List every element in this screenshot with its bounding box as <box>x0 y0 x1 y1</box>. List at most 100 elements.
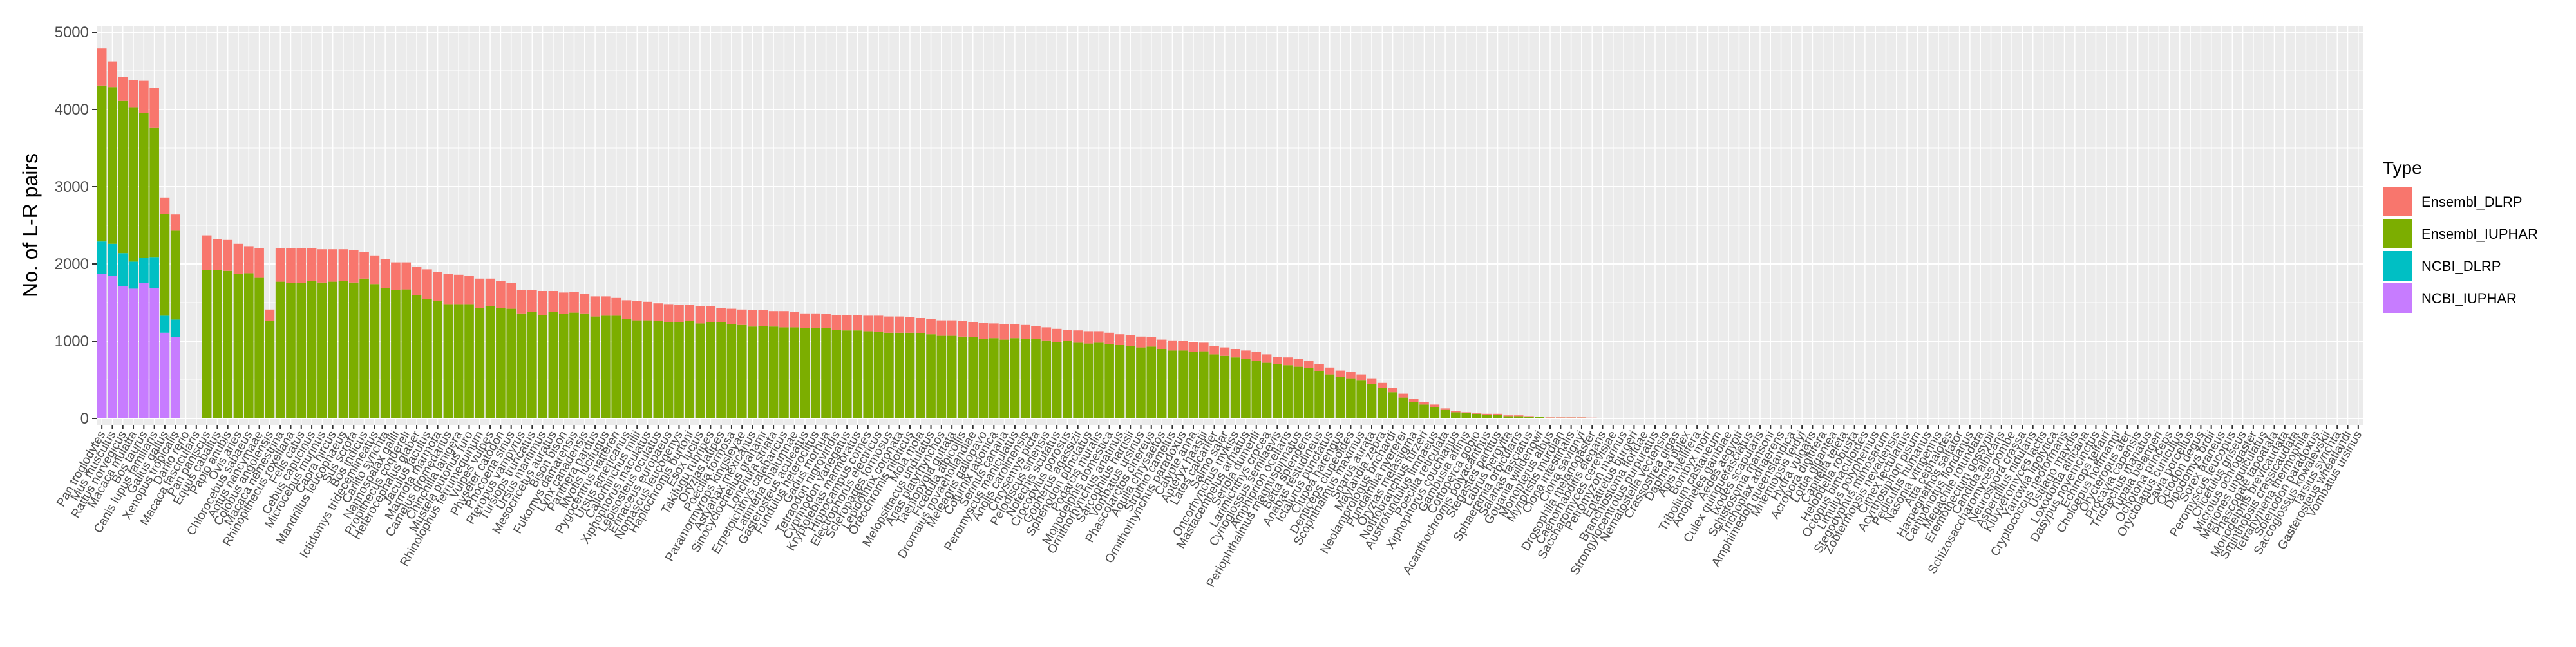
bar-segment-ensembl-dlrp <box>1010 324 1020 339</box>
bar-segment-ensembl-dlrp <box>108 61 117 88</box>
bar-segment-ensembl-iuphar <box>380 288 390 418</box>
bar-segment-ensembl-dlrp <box>380 259 390 288</box>
bar-segment-ensembl-iuphar <box>1293 366 1303 418</box>
bar-segment-ensembl-iuphar <box>1220 355 1230 418</box>
bar-segment-ensembl-dlrp <box>139 80 149 113</box>
bar-segment-ensembl-dlrp <box>1283 357 1293 366</box>
bar-segment-ensembl-iuphar <box>213 270 222 418</box>
bar-segment-ensembl-iuphar <box>1178 350 1188 418</box>
bar-segment-ensembl-dlrp <box>873 315 884 332</box>
bar-segment-ensembl-iuphar <box>370 284 380 418</box>
bar-segment-ensembl-dlrp <box>265 309 275 321</box>
bar-segment-ensembl-dlrp <box>1073 330 1083 343</box>
bar-segment-ensembl-dlrp <box>1178 341 1188 351</box>
bar-segment-ensembl-iuphar <box>149 127 159 258</box>
bar-segment-ensembl-dlrp <box>947 320 957 336</box>
y-tick-label: 0 <box>80 410 89 427</box>
y-tick-label: 1000 <box>55 333 89 350</box>
bar-segment-ensembl-dlrp <box>1503 415 1513 417</box>
bar-segment-ensembl-iuphar <box>821 328 831 418</box>
bar-segment-ensembl-iuphar <box>1273 364 1282 418</box>
bar-segment-ensembl-iuphar <box>643 320 652 418</box>
bar-segment-ensembl-dlrp <box>989 323 999 339</box>
bar-segment-ensembl-dlrp <box>1041 327 1052 341</box>
legend-label: NCBI_IUPHAR <box>2421 290 2517 306</box>
bar-segment-ensembl-iuphar <box>1419 404 1429 418</box>
bar-segment-ensembl-iuphar <box>1052 342 1062 418</box>
bar-segment-ensembl-iuphar <box>1408 402 1419 418</box>
bar-segment-ensembl-dlrp <box>978 323 989 339</box>
bar-segment-ensembl-iuphar <box>1010 338 1020 418</box>
bar-segment-ensembl-dlrp <box>160 197 170 214</box>
bar-segment-ensembl-iuphar <box>1168 350 1177 418</box>
bar-segment-ensembl-iuphar <box>317 282 327 418</box>
bar-segment-ensembl-iuphar <box>1241 359 1251 418</box>
bar-segment-ensembl-iuphar <box>999 339 1009 418</box>
bar-segment-ensembl-dlrp <box>842 315 852 331</box>
bar-segment-ensembl-iuphar <box>1209 354 1219 418</box>
bar-segment-ncbi-dlrp <box>128 261 138 289</box>
bar-segment-ensembl-dlrp <box>1136 336 1146 348</box>
bar-segment-ensembl-dlrp <box>1168 340 1177 351</box>
bar-segment-ensembl-dlrp <box>831 315 842 330</box>
bar-segment-ensembl-dlrp <box>401 262 412 290</box>
bar-segment-ensembl-dlrp <box>1314 364 1324 371</box>
bar-segment-ensembl-dlrp <box>726 308 737 324</box>
bar-segment-ensembl-dlrp <box>453 274 464 305</box>
bar-segment-ensembl-dlrp <box>674 305 684 322</box>
bar-segment-ensembl-iuphar <box>1251 361 1262 418</box>
bar-segment-ensembl-dlrp <box>443 274 453 305</box>
bar-segment-ensembl-iuphar <box>443 304 453 418</box>
bar-segment-ensembl-iuphar <box>1461 413 1471 418</box>
bar-segment-ensembl-iuphar <box>1377 388 1387 418</box>
bar-segment-ensembl-iuphar <box>958 336 967 418</box>
bar-segment-ensembl-dlrp <box>223 239 233 271</box>
bar-segment-ensembl-dlrp <box>1388 388 1397 393</box>
bar-segment-ensembl-iuphar <box>569 312 579 418</box>
legend-swatch-ncbi-iuphar <box>2383 283 2412 313</box>
bar-segment-ensembl-iuphar <box>758 326 768 418</box>
bar-segment-ensembl-dlrp <box>1398 393 1408 398</box>
bar-segment-ensembl-iuphar <box>1198 351 1209 418</box>
bar-segment-ensembl-dlrp <box>1566 417 1576 418</box>
bar-segment-ensembl-iuphar <box>748 326 757 418</box>
bar-segment-ensembl-dlrp <box>233 243 243 274</box>
bar-segment-ensembl-iuphar <box>790 327 800 418</box>
bar-segment-ensembl-iuphar <box>685 321 695 418</box>
bar-segment-ensembl-dlrp <box>1094 331 1104 343</box>
bar-segment-ensembl-iuphar <box>884 332 894 418</box>
bar-segment-ensembl-dlrp <box>485 278 495 306</box>
bar-segment-ensembl-iuphar <box>1325 374 1335 418</box>
bar-segment-ensembl-dlrp <box>1577 417 1587 418</box>
bar-segment-ensembl-dlrp <box>464 276 474 305</box>
bar-segment-ensembl-iuphar <box>1388 392 1397 418</box>
bar-segment-ensembl-dlrp <box>506 283 516 309</box>
bar-segment-ensembl-dlrp <box>748 310 757 327</box>
bar-segment-ensembl-dlrp <box>590 296 600 317</box>
bar-segment-ensembl-dlrp <box>558 292 569 314</box>
y-tick-label: 2000 <box>55 256 89 273</box>
bar-segment-ensembl-dlrp <box>958 321 967 337</box>
bar-segment-ensembl-dlrp <box>1461 412 1471 413</box>
bar-segment-ensembl-iuphar <box>831 330 842 418</box>
bar-segment-ensembl-dlrp <box>1545 417 1555 418</box>
bar-segment-ensembl-iuphar <box>1262 362 1272 418</box>
bar-segment-ensembl-iuphar <box>1020 339 1030 418</box>
bar-segment-ensembl-iuphar <box>202 270 212 418</box>
bar-segment-ensembl-iuphar <box>601 315 611 418</box>
bar-segment-ensembl-iuphar <box>853 330 862 418</box>
bar-segment-ensembl-dlrp <box>737 309 747 325</box>
bar-segment-ensembl-iuphar <box>989 338 999 418</box>
bar-segment-ensembl-iuphar <box>706 322 715 418</box>
bar-segment-ensembl-dlrp <box>905 317 915 333</box>
bar-segment-ensembl-iuphar <box>1430 407 1440 418</box>
bar-segment-ensembl-dlrp <box>118 77 128 101</box>
bar-segment-ensembl-iuphar <box>506 308 516 418</box>
bar-segment-ensembl-dlrp <box>1115 334 1125 345</box>
bar-segment-ensembl-dlrp <box>1493 413 1502 415</box>
bar-segment-ncbi-iuphar <box>160 332 170 418</box>
bar-segment-ncbi-dlrp <box>160 315 170 333</box>
bar-segment-ensembl-iuphar <box>548 312 558 418</box>
